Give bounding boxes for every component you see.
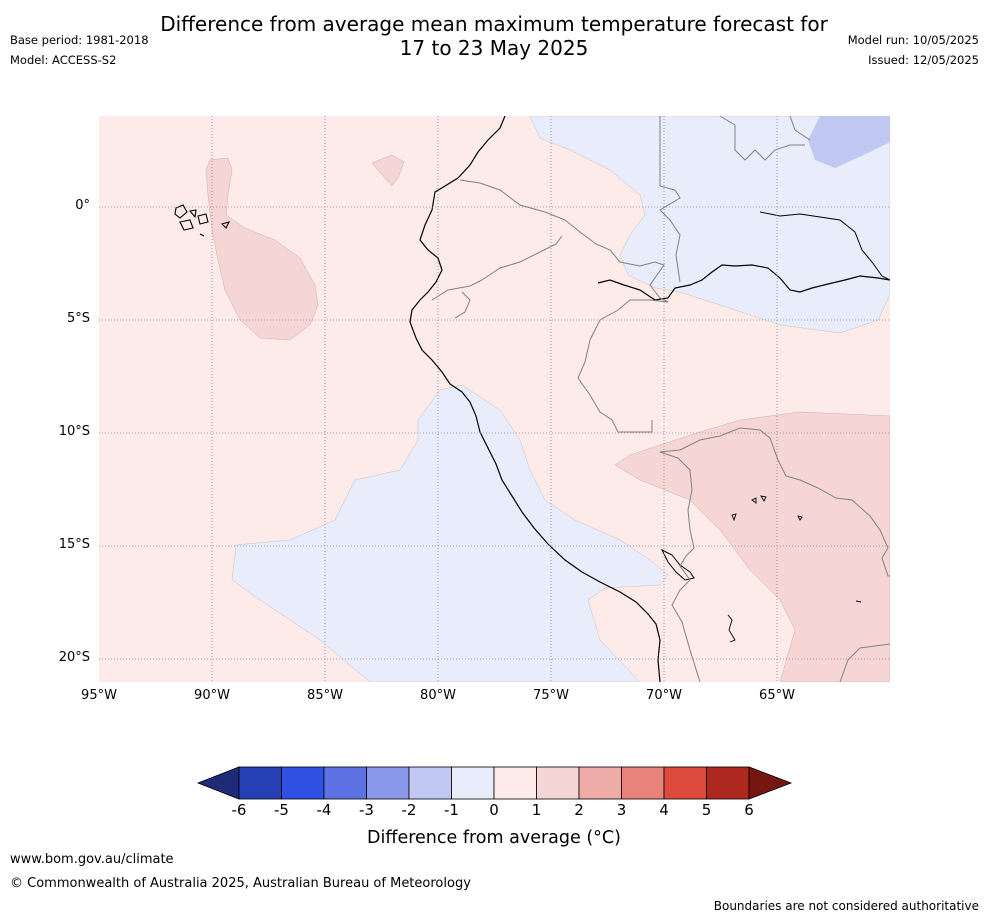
lon-label-95w: 95°W bbox=[81, 688, 117, 703]
colorbar-extend-low bbox=[196, 766, 240, 800]
lat-label-20s: 20°S bbox=[58, 650, 90, 665]
model-text: Model: ACCESS-S2 bbox=[10, 53, 117, 67]
negro-river bbox=[759, 211, 890, 281]
colorbar-extend-high bbox=[748, 766, 793, 800]
issued-text: Issued: 12/05/2025 bbox=[868, 53, 979, 67]
colorbar-tick-label: 4 bbox=[659, 801, 669, 819]
colorbar-segment bbox=[281, 766, 325, 800]
lon-label-85w: 85°W bbox=[307, 688, 343, 703]
galapagos-islands bbox=[174, 204, 231, 237]
anomaly-pos2-bolivia bbox=[614, 411, 890, 682]
colorbar-tick-label: 3 bbox=[616, 801, 627, 819]
anomaly-pos2-galapagos bbox=[205, 157, 319, 341]
colorbar-tick-label: 0 bbox=[489, 801, 499, 819]
model-run-text: Model run: 10/05/2025 bbox=[847, 33, 979, 47]
colorbar-segment bbox=[238, 766, 282, 800]
colorbar-segment bbox=[663, 766, 707, 800]
copyright-text: © Commonwealth of Australia 2025, Austra… bbox=[10, 876, 471, 891]
website-text: www.bom.gov.au/climate bbox=[10, 852, 174, 867]
lon-label-70w: 70°W bbox=[646, 688, 682, 703]
colorbar-label: Difference from average (°C) bbox=[367, 828, 621, 848]
lon-label-75w: 75°W bbox=[533, 688, 569, 703]
colorbar-tick-label: -1 bbox=[444, 801, 459, 819]
colorbar bbox=[196, 766, 793, 800]
meta-right: Model run: 10/05/2025 Issued: 12/05/2025 bbox=[848, 30, 979, 70]
title-line-1: Difference from average mean maximum tem… bbox=[160, 12, 828, 36]
colorbar-tick-label: 2 bbox=[574, 801, 584, 819]
anomaly-neg2-patch bbox=[808, 116, 890, 168]
colorbar-tick-label: -2 bbox=[401, 801, 417, 819]
colorbar-tick-label: 1 bbox=[531, 801, 542, 819]
colorbar-tick-label: -5 bbox=[274, 801, 289, 819]
disclaimer-text: Boundaries are not considered authoritat… bbox=[713, 899, 979, 913]
colorbar-tick-label: -4 bbox=[316, 801, 332, 819]
colorbar-tick-label: -3 bbox=[359, 801, 374, 819]
bolivia-lakes bbox=[727, 495, 862, 643]
lat-label-15s: 15°S bbox=[58, 537, 90, 552]
lat-label-5s: 5°S bbox=[66, 311, 90, 326]
lon-label-90w: 90°W bbox=[194, 688, 230, 703]
lat-label-0: 0° bbox=[75, 198, 90, 213]
colorbar-segment bbox=[536, 766, 580, 800]
title-line-2: 17 to 23 May 2025 bbox=[399, 36, 589, 60]
coastline bbox=[409, 116, 661, 682]
lon-label-80w: 80°W bbox=[420, 688, 456, 703]
colorbar-segment bbox=[578, 766, 622, 800]
lake-titicaca bbox=[660, 548, 695, 581]
colorbar-segment bbox=[706, 766, 750, 800]
colorbar-segment bbox=[323, 766, 367, 800]
map-title: Difference from average mean maximum tem… bbox=[0, 12, 988, 60]
amazon-river bbox=[597, 264, 890, 301]
colorbar-tick-label: 5 bbox=[701, 801, 712, 819]
base-period-text: Base period: 1981-2018 bbox=[10, 33, 149, 47]
colorbar-segment bbox=[621, 766, 665, 800]
colorbar-tick-label: -6 bbox=[231, 801, 247, 819]
colorbar-segment bbox=[493, 766, 537, 800]
lon-label-65w: 65°W bbox=[759, 688, 795, 703]
colorbar-segment bbox=[408, 766, 452, 800]
anomaly-neg1-amazon bbox=[529, 116, 890, 334]
anomaly-neg1-peru bbox=[231, 384, 669, 682]
meta-left: Base period: 1981-2018 Model: ACCESS-S2 bbox=[10, 30, 149, 70]
colorbar-segment bbox=[451, 766, 495, 800]
lat-label-10s: 10°S bbox=[58, 424, 90, 439]
graticule bbox=[99, 116, 890, 682]
colorbar-tick-label: 6 bbox=[744, 801, 754, 819]
anomaly-pos2-small bbox=[371, 154, 405, 187]
colorbar-segment bbox=[366, 766, 410, 800]
country-borders bbox=[431, 116, 890, 682]
